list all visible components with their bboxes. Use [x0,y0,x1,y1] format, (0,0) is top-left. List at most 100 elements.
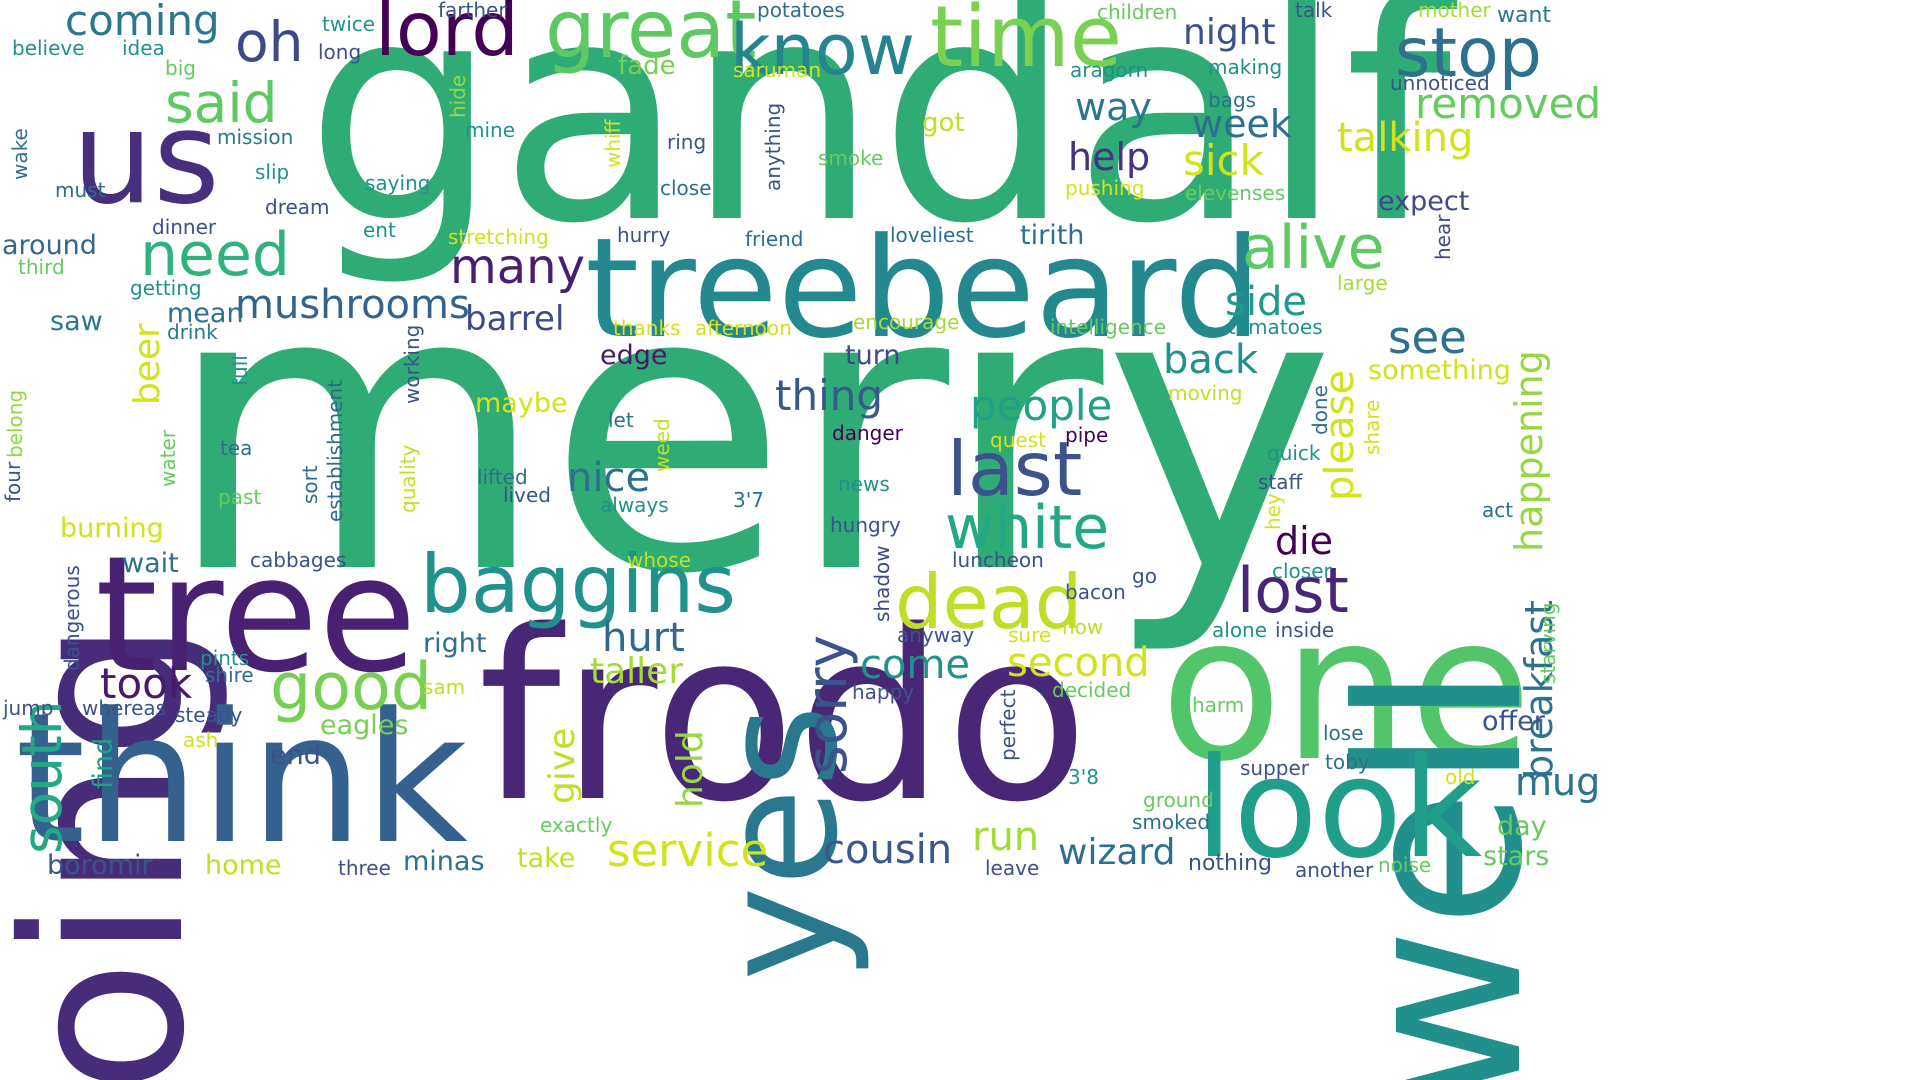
word: lose [1323,721,1364,745]
word: week [1192,102,1292,146]
word: expect [1378,186,1470,217]
word: minas [403,846,485,877]
word: close [660,176,712,200]
word: jump [3,696,54,720]
word: luncheon [952,548,1044,572]
word: danger [832,421,903,445]
word: service [607,824,769,877]
word: tirith [1020,220,1085,251]
word: got [922,108,965,138]
word: see [1388,311,1467,364]
word: oh [235,10,304,74]
word: done [1308,385,1332,435]
word: hurt [602,615,685,661]
word: moving [1168,381,1243,405]
word: great [545,0,757,76]
word: saw [50,306,103,337]
word: bacon [1065,580,1126,604]
word: sure [1008,623,1052,647]
word: full [228,355,252,386]
word: mean [167,298,244,329]
word: dead [895,558,1083,646]
word: decided [1052,678,1132,702]
word: supper [1240,756,1310,780]
word: eagles [320,710,409,741]
word: closer [1272,559,1332,583]
word: must [55,178,106,202]
word: treebeard [585,208,1262,369]
word: us [72,84,220,233]
word: wizard [1058,832,1176,873]
word: last [947,425,1083,513]
word: stop [1395,14,1542,93]
word: mushrooms [235,282,470,328]
word: many [450,239,585,295]
word: cousin [823,827,953,873]
word: go [1132,564,1157,588]
word: whose [627,548,691,572]
word: farther [438,0,507,22]
word: mission [217,125,294,149]
word: believe [12,36,85,60]
word: white [945,493,1110,563]
word: another [1295,858,1374,882]
word: lifted [477,465,528,489]
word: mother [1418,0,1491,22]
word: happy [852,680,915,704]
word: around [2,230,97,261]
word: lord [375,0,519,73]
word: removed [1415,79,1602,128]
word: three [338,856,391,880]
word: sorry [795,634,859,774]
word: twice [322,12,376,36]
word: quality [396,444,420,513]
word: making [1208,55,1283,79]
word: now [1062,615,1104,639]
word: end [270,740,321,771]
word: ground [1143,788,1214,812]
word: need [140,220,290,290]
word: news [838,472,890,496]
word: intelligence [1050,315,1167,339]
word: right [423,628,487,659]
word: ash [183,728,219,752]
word: know [730,9,915,91]
word: time [930,0,1123,87]
word: tree [95,521,417,708]
word: large [1337,271,1388,295]
word: harm [1192,693,1245,717]
word: mine [465,118,516,142]
word: edge [600,340,668,371]
word: help [1068,135,1151,179]
word: tea [220,436,253,460]
word: come [860,642,971,688]
word: let [608,408,634,432]
word: working [400,324,424,404]
word: gandalf [305,0,1452,290]
word: lived [503,483,551,507]
word: share [1360,399,1384,455]
word: shire [205,663,254,687]
word: quick [1267,441,1321,465]
word: hurry [617,223,671,247]
word: sam [423,675,466,699]
word: thing [775,371,884,420]
word: long [318,40,362,64]
word: boromir [47,850,153,881]
word: loveliest [890,223,974,247]
word: side [1225,279,1307,325]
word: inside [1275,618,1335,642]
word: 3'7 [733,488,764,512]
word: idea [122,36,165,60]
word: merry [165,204,1336,660]
word: staff [1258,470,1303,494]
word: belong [3,389,27,458]
word: four [1,461,25,502]
word: maybe [475,388,568,419]
word: saruman [733,58,821,82]
word: whereas [82,696,167,720]
word: alone [1212,618,1268,642]
word: take [517,843,576,874]
word: saying [365,171,431,195]
